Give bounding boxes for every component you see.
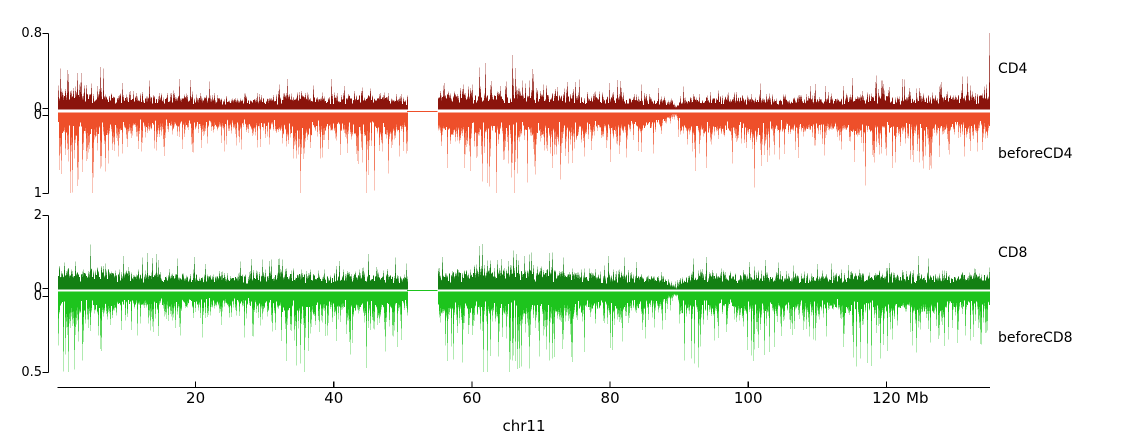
y-tick-label: 0	[33, 280, 42, 296]
track-signal-beforecd8	[58, 291, 990, 372]
track-signal-cd4	[58, 33, 990, 110]
chromosome-label: chr11	[502, 417, 546, 435]
x-axis	[57, 381, 990, 389]
y-tick-label: 0	[33, 100, 42, 116]
track-label-beforecd4: beforeCD4	[998, 146, 1073, 162]
track-signal-beforecd4	[58, 112, 990, 193]
track-label-cd4: CD4	[998, 61, 1028, 77]
x-tick-label: 80	[600, 389, 620, 407]
y-tick-label: 0	[33, 288, 42, 304]
x-tick-label: 100	[733, 389, 763, 407]
x-tick-label: 20	[186, 389, 206, 407]
track-label-cd8: CD8	[998, 245, 1028, 261]
x-tick-label: 40	[324, 389, 344, 407]
x-tick-label: 120	[872, 389, 901, 407]
y-axis-cd8-panel	[42, 215, 49, 373]
y-tick-label: 1	[33, 185, 42, 201]
y-axis-cd4-panel	[42, 33, 49, 194]
y-tick-label: 0.8	[21, 25, 42, 41]
track-signal-cd8	[58, 244, 990, 290]
x-tick-label: 60	[462, 389, 482, 407]
x-axis-unit-label: Mb	[906, 389, 929, 407]
track-label-beforecd8: beforeCD8	[998, 330, 1073, 346]
y-tick-label: 0	[33, 107, 42, 123]
y-tick-label: 0.5	[21, 364, 42, 380]
y-tick-label: 2	[33, 207, 42, 223]
